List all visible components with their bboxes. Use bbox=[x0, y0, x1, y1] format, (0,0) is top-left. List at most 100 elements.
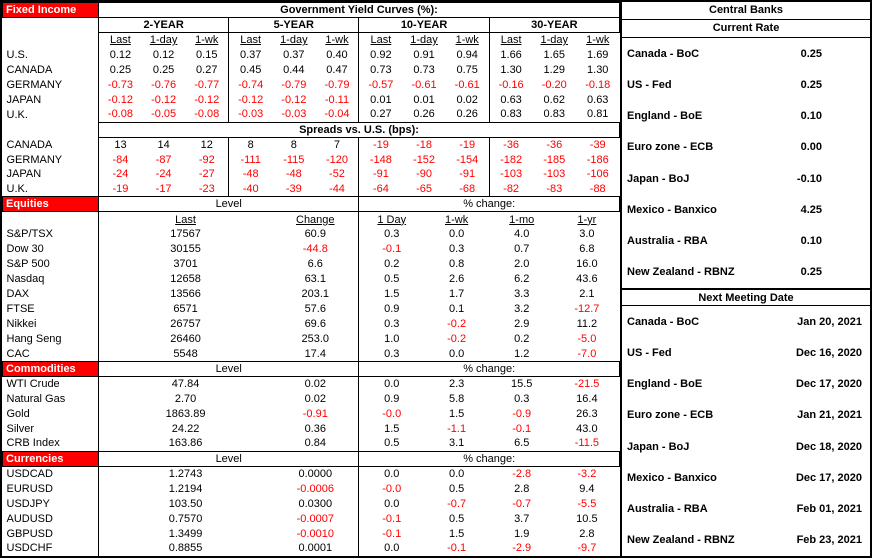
table-row: AUDUSD 0.7570 -0.0007 -0.1 0.5 3.7 10.5 bbox=[3, 511, 620, 527]
table-row: S&P/TSX 17567 60.9 0.3 0.0 4.0 3.0 bbox=[3, 226, 620, 242]
cell-value: 6.5 bbox=[514, 437, 530, 450]
group-header-5-year: 5-YEAR bbox=[228, 16, 360, 33]
cell-value: 0.3 bbox=[358, 226, 425, 242]
cell-value: -64 bbox=[358, 181, 403, 197]
cell-value: -92 bbox=[198, 153, 215, 166]
equities-level-header: Level bbox=[97, 196, 360, 213]
cell-value: 2.6 bbox=[448, 273, 465, 286]
row-label: EURUSD bbox=[6, 482, 53, 495]
bank-rate: -0.10 bbox=[796, 172, 822, 185]
spreads-title: Spreads vs. U.S. (bps): bbox=[98, 121, 620, 138]
cell-value: -0.12 bbox=[281, 93, 307, 106]
cell-value: 0.02 bbox=[304, 378, 326, 391]
meeting-date: Dec 17, 2020 bbox=[795, 471, 862, 484]
cell-value: 103.50 bbox=[98, 496, 273, 512]
cell-value: 0.73 bbox=[413, 63, 435, 76]
fixed-income-header-section: Fixed Income Government Yield Curves (%)… bbox=[2, 2, 621, 48]
table-row: GERMANY -0.73 -0.76 -0.77 -0.74 -0.79 -0.79 -0.… bbox=[3, 77, 620, 93]
cell-value: 2.8 bbox=[514, 482, 530, 495]
cell-value: -19 bbox=[97, 181, 142, 197]
cell-value: 1.30 bbox=[488, 62, 533, 78]
cell-value: 3.2 bbox=[514, 303, 530, 316]
cell-value: -0.08 bbox=[97, 107, 142, 123]
meeting-date: Dec 18, 2020 bbox=[795, 440, 862, 453]
cell-value: -0.0010 bbox=[296, 527, 334, 540]
cell-value: 0.3 bbox=[358, 316, 425, 332]
next-meeting-list: Canada - BoC Jan 20, 2021 US - Fed Dec 16, … bbox=[622, 306, 870, 556]
cell-value: 0.37 bbox=[283, 48, 305, 61]
cell-value: -0.7 bbox=[512, 497, 532, 510]
cell-value: 6.2 bbox=[514, 273, 530, 286]
cell-value: -0.1 bbox=[358, 526, 425, 542]
bank-rate: 4.25 bbox=[800, 203, 822, 216]
cell-value: 0.25 bbox=[97, 62, 142, 78]
central-bank-row: England - BoE 0.10 bbox=[627, 110, 822, 122]
cell-value: -0.1 bbox=[358, 241, 425, 257]
cell-value: -84 bbox=[97, 152, 142, 168]
bank-name: New Zealand - RBNZ bbox=[627, 534, 735, 547]
cell-value: -0.91 bbox=[302, 407, 328, 420]
cell-value: 1.5 bbox=[448, 407, 465, 420]
cell-value: -82 bbox=[488, 181, 533, 197]
cell-value: 26757 bbox=[98, 316, 273, 332]
central-banks-panel: Central Banks Current Rate Canada - BoC 0… bbox=[620, 2, 870, 556]
cell-value: -0.12 bbox=[194, 93, 220, 106]
cell-value: -48 bbox=[285, 168, 302, 181]
cell-value: -0.77 bbox=[194, 78, 220, 91]
cell-value: -0.9 bbox=[512, 407, 532, 420]
cell-value: -24 bbox=[155, 168, 172, 181]
cell-value: 0.0001 bbox=[298, 542, 333, 555]
cell-value: -0.57 bbox=[358, 77, 403, 93]
cell-value: 60.9 bbox=[304, 228, 326, 241]
cell-value: 1.30 bbox=[587, 63, 609, 76]
meeting-date: Jan 20, 2021 bbox=[797, 315, 862, 328]
cell-value: -24 bbox=[97, 167, 142, 182]
cell-value: 0.0 bbox=[358, 541, 425, 556]
cell-value: 5548 bbox=[98, 346, 273, 362]
cell-value: 30155 bbox=[98, 241, 273, 257]
section-header-currencies: Currencies bbox=[2, 450, 99, 467]
cell-value: 1863.89 bbox=[98, 406, 273, 422]
cell-value: -39 bbox=[285, 183, 302, 196]
cell-value: 0.36 bbox=[304, 422, 326, 435]
cell-value: 0.40 bbox=[326, 48, 348, 61]
commodities-header-section: Commodities Level % change: bbox=[2, 360, 620, 377]
cell-value: -88 bbox=[589, 183, 606, 196]
table-row: Hang Seng 26460 253.0 1.0 -0.2 0.2 -5.0 bbox=[3, 331, 620, 347]
cell-value: -7.0 bbox=[577, 347, 597, 360]
spreads-title-row: Spreads vs. U.S. (bps): bbox=[3, 121, 620, 138]
cell-value: 1.29 bbox=[543, 63, 565, 76]
cell-value: 0.83 bbox=[543, 108, 565, 121]
cell-value: 43.0 bbox=[576, 422, 598, 435]
cell-value: 0.7 bbox=[514, 243, 530, 256]
cell-value: 203.1 bbox=[301, 288, 330, 301]
cell-value: 10.5 bbox=[576, 512, 598, 525]
row-label: U.K. bbox=[6, 108, 28, 121]
currencies-level-header: Level bbox=[97, 450, 360, 467]
cell-value: -0.79 bbox=[324, 78, 350, 91]
cell-value: -115 bbox=[283, 153, 305, 166]
cell-value: -2.8 bbox=[512, 467, 532, 480]
col-header-1mo: 1-mo bbox=[509, 213, 535, 226]
cell-value: -0.2 bbox=[447, 318, 467, 330]
cell-value: 1.2743 bbox=[98, 466, 273, 482]
cell-value: 0.3 bbox=[358, 346, 425, 362]
central-bank-row: Japan - BoJ -0.10 bbox=[627, 173, 822, 185]
equities-header-section: Equities Level % change: Last Change 1 D… bbox=[2, 196, 620, 227]
cell-value: 1.2194 bbox=[98, 481, 273, 497]
cell-value: -0.0006 bbox=[296, 482, 334, 495]
row-label: Silver bbox=[6, 422, 35, 435]
row-label: USDJPY bbox=[6, 497, 50, 510]
table-row: Silver 24.22 0.36 1.5 -1.1 -0.1 43.0 bbox=[3, 421, 620, 437]
cell-value: 0.5 bbox=[448, 482, 465, 495]
cell-value: 17567 bbox=[98, 226, 273, 242]
row-label: JAPAN bbox=[6, 168, 42, 181]
col-header-1day: 1 Day bbox=[358, 211, 425, 227]
cell-value: 3.0 bbox=[579, 228, 595, 241]
cell-value: 1.65 bbox=[543, 48, 565, 61]
col-header-last: Last bbox=[358, 32, 403, 48]
currencies-rows-section: USDCAD 1.2743 0.0000 0.0 0.0 -2.8 -3.2 EURUSD 1.… bbox=[3, 466, 620, 556]
cell-value: -9.7 bbox=[577, 542, 597, 555]
table-row: JAPAN -0.12 -0.12 -0.12 -0.12 -0.12 -0.11 0.01 0… bbox=[3, 92, 620, 108]
cell-value: 0.0 bbox=[358, 466, 425, 482]
